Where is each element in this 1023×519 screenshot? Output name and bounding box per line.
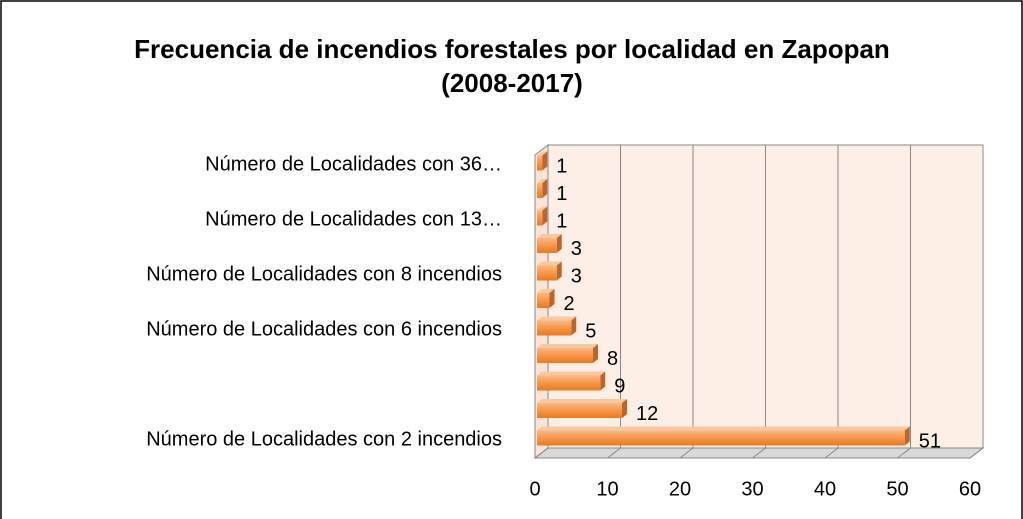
bar-face bbox=[537, 265, 557, 281]
bar-face bbox=[537, 183, 543, 198]
y-tick-label: Número de Localidades con 6 incendios bbox=[146, 318, 502, 340]
bar bbox=[537, 151, 548, 171]
chart-title: Frecuencia de incendios forestales por l… bbox=[134, 34, 890, 98]
bar-face bbox=[537, 430, 905, 446]
bar-face bbox=[537, 371, 606, 376]
bar bbox=[537, 206, 548, 226]
grid-line bbox=[824, 447, 839, 459]
bar-face bbox=[537, 399, 627, 403]
x-tick-label: 0 bbox=[529, 478, 540, 500]
bar-face bbox=[556, 234, 562, 253]
bar-face bbox=[537, 426, 910, 431]
grid-line bbox=[752, 447, 766, 459]
value-label: 2 bbox=[564, 293, 575, 315]
bar-face bbox=[537, 179, 548, 183]
bar-face bbox=[542, 151, 548, 171]
bar-face bbox=[537, 238, 557, 253]
bar-face bbox=[542, 206, 548, 226]
x-tick-label: 10 bbox=[596, 478, 618, 500]
y-tick-label: Número de Localidades con 8 incendios bbox=[146, 263, 502, 285]
value-label: 1 bbox=[556, 155, 567, 177]
bar-face bbox=[537, 375, 601, 391]
bar-face bbox=[542, 179, 548, 198]
bar-face bbox=[556, 261, 562, 281]
x-tick-label: 50 bbox=[886, 478, 908, 500]
value-label: 1 bbox=[556, 210, 567, 232]
x-tick-label: 40 bbox=[814, 478, 836, 500]
grid-line bbox=[534, 447, 549, 459]
bar-face bbox=[537, 210, 543, 226]
x-tick-label: 60 bbox=[959, 478, 981, 500]
bar-face bbox=[904, 426, 910, 446]
y-tick-label: Número de Localidades con 36… bbox=[205, 153, 502, 175]
grid-line bbox=[969, 447, 984, 459]
bar-face bbox=[537, 344, 598, 348]
bar-face bbox=[537, 151, 548, 156]
value-label: 3 bbox=[571, 238, 582, 260]
value-label: 12 bbox=[636, 403, 658, 425]
bar bbox=[537, 399, 627, 418]
grid-line bbox=[679, 447, 694, 459]
y-tick-label: Número de Localidades con 13… bbox=[205, 208, 502, 230]
bar bbox=[537, 316, 577, 336]
bar-face bbox=[537, 206, 548, 211]
bar-face bbox=[537, 293, 550, 308]
bar-face bbox=[537, 289, 555, 293]
bar-face bbox=[537, 348, 593, 363]
x-tick-label: 20 bbox=[669, 478, 691, 500]
bar bbox=[537, 179, 548, 198]
bar-face bbox=[622, 399, 627, 418]
bar bbox=[537, 371, 606, 391]
grid-line bbox=[607, 447, 621, 459]
bar-face bbox=[537, 261, 562, 266]
bar bbox=[537, 289, 555, 308]
bar-face bbox=[537, 403, 622, 418]
value-label: 9 bbox=[614, 375, 625, 397]
value-label: 8 bbox=[607, 348, 618, 370]
bar-face bbox=[537, 320, 572, 336]
bar-face bbox=[537, 316, 577, 321]
bar-face bbox=[600, 371, 606, 391]
bar bbox=[537, 234, 562, 253]
bar-face bbox=[571, 316, 577, 336]
value-label: 5 bbox=[585, 320, 596, 342]
bar bbox=[537, 261, 562, 281]
bar-face bbox=[593, 344, 598, 363]
bar-face bbox=[537, 234, 562, 238]
value-label: 1 bbox=[556, 183, 567, 205]
y-tick-label: Número de Localidades con 2 incendios bbox=[146, 428, 502, 450]
grid-line bbox=[897, 447, 911, 459]
value-label: 3 bbox=[571, 265, 582, 287]
value-label: 51 bbox=[919, 430, 941, 452]
bar-face bbox=[537, 155, 543, 171]
x-tick-label: 30 bbox=[741, 478, 763, 500]
bar-face bbox=[549, 289, 555, 308]
bar bbox=[537, 426, 910, 446]
bar bbox=[537, 344, 598, 363]
